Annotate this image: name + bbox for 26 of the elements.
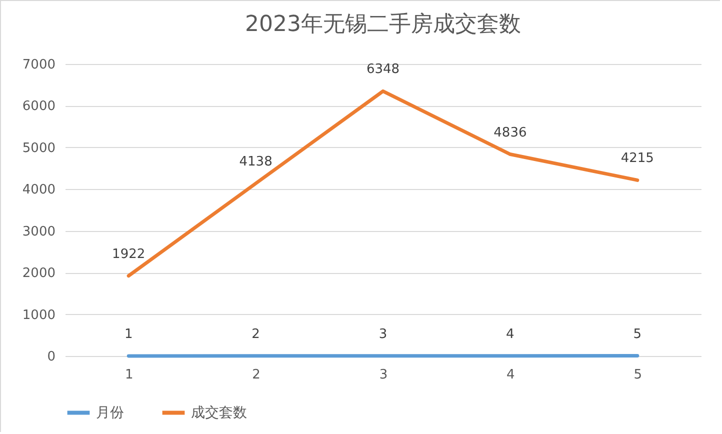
- data-label: 6348: [366, 62, 400, 78]
- x-tick-label: 2: [252, 326, 260, 342]
- data-label: 1922: [112, 246, 146, 262]
- y-tick-label: 3000: [22, 224, 56, 240]
- y-tick-label: 0: [47, 350, 56, 364]
- chart-title: 2023年无锡二手房成交套数: [245, 12, 521, 37]
- legend-label: 月份: [96, 404, 124, 421]
- data-label: 4215: [620, 151, 654, 166]
- data-label: 1: [124, 368, 134, 382]
- data-label: 5: [634, 368, 642, 382]
- data-label: 2: [252, 368, 260, 382]
- y-tick-label: 1000: [22, 308, 56, 323]
- y-tick-label: 5000: [22, 140, 56, 156]
- data-label: 4138: [239, 154, 272, 170]
- x-tick-label: 5: [633, 326, 642, 342]
- y-tick-label: 7000: [22, 58, 56, 72]
- data-label: 4: [506, 368, 515, 382]
- x-tick-label: 4: [506, 326, 514, 342]
- x-tick-label: 3: [378, 326, 388, 342]
- x-tick-label: 1: [124, 326, 133, 342]
- data-label: 4836: [494, 125, 527, 140]
- legend-label: 成交套数: [191, 404, 247, 421]
- y-tick-label: 2000: [22, 266, 56, 282]
- data-label: 3: [379, 368, 388, 382]
- y-tick-label: 6000: [22, 99, 56, 114]
- y-tick-label: 4000: [22, 182, 56, 198]
